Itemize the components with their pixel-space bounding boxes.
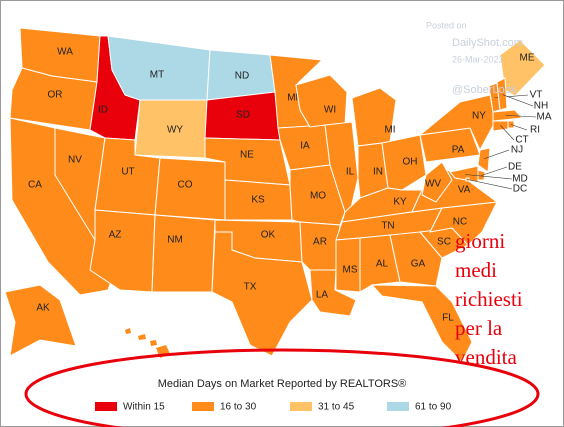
state-label: CT [515,135,528,146]
watermark: Posted on DailyShot.com 26-Mar-2021 @Sob… [426,20,523,96]
state-label: FL [442,313,454,324]
state-label: WY [167,125,183,136]
state-label: WV [425,179,441,190]
state-shape [421,161,453,203]
leader-line [483,149,510,160]
legend-label: Within 15 [123,402,165,413]
annotation-line: richiesti [455,287,523,311]
state-label: CO [178,180,193,191]
island [138,334,146,340]
states: WA OR CA NV ID MT WY UT AZ CO NM ND SD NE KS OK TX MN IA MO… [4,27,552,363]
state-label: NJ [511,145,523,156]
state-label: MD [512,174,528,185]
state-label: MS [343,265,358,276]
state-label: ME [520,53,535,64]
state-label: MI [384,125,395,136]
state-label: WI [324,105,336,116]
state-shape [151,214,216,293]
annotation: giorni medi richiesti per la vendita [455,229,523,369]
state-label: MT [150,70,164,81]
state-label: VT [530,90,543,101]
island [125,328,131,334]
legend-swatch [290,402,312,411]
state-label: KS [251,195,265,206]
state-label: LA [316,290,329,301]
state-shape [477,147,491,173]
state-label: ID [98,105,108,116]
state-label: TN [381,221,394,232]
state-label: VA [458,185,471,196]
legend-label: 61 to 90 [415,402,452,413]
leader-line [502,94,534,107]
state-label: DE [508,162,522,173]
annotation-line: per la [455,316,503,340]
state-label: AZ [109,230,122,241]
state-label: KY [393,197,407,208]
state-label: IA [300,141,310,152]
state-shape [389,231,443,287]
legend: Within 15 16 to 30 31 to 45 61 to 90 [95,402,452,413]
state-label: PA [452,145,465,156]
state-label: AR [313,237,327,248]
island [150,340,157,346]
state-shape [4,284,77,357]
state-shape [335,237,361,293]
highlight-ellipse [24,348,540,427]
leader-line [505,114,537,118]
leader-line [510,124,528,131]
state-shape [477,169,486,181]
state-shape [381,134,427,191]
leader-line [481,166,508,176]
state-label: OH [403,157,418,168]
legend-title: Median Days on Market Reported by REALTO… [158,378,407,390]
state-label: UT [121,167,134,178]
legend-label: 16 to 30 [220,402,257,413]
state-label: TX [244,282,257,293]
state-label: SC [437,237,451,248]
state-label: WA [57,47,73,58]
site: DailyShot.com [452,37,523,49]
state-label: AL [376,259,389,270]
annotation-line: giorni [455,229,505,253]
legend-label: 31 to 45 [318,402,355,413]
leader-line [467,179,513,190]
legend-swatch [95,402,117,411]
state-label: MN [287,93,303,104]
state-label: AK [36,303,50,314]
state-label: IN [373,167,383,178]
state-label: NE [240,150,254,161]
state-label: OK [261,230,276,241]
state-shape [211,231,313,357]
state-label: NY [472,111,486,122]
state-label: NH [534,101,548,112]
handle: @SoberLook [452,84,517,96]
state-shape [492,120,509,132]
state-label: MA [537,112,552,123]
leader-line [465,174,513,180]
state-label: MO [310,191,326,202]
state-label: CA [28,180,42,191]
legend-swatch [387,402,409,411]
annotation-line: medi [455,258,497,282]
state-shape [496,77,508,111]
state-label: RI [530,125,540,136]
legend-swatch [192,402,214,411]
state-label: ND [235,71,249,82]
leader-line [500,125,515,141]
state-label: DC [513,184,527,195]
state-label: GA [411,259,426,270]
state-label: IL [346,167,355,178]
state-shape [351,87,397,147]
state-label: NC [453,217,467,228]
state-label: SD [236,110,250,121]
date: 26-Mar-2021 [452,54,504,64]
posted: Posted on [426,20,467,30]
state-shape [359,234,401,293]
state-label: OR [48,90,63,101]
annotation-line: vendita [455,345,517,369]
state-label: NM [167,235,183,246]
state-label: NV [68,155,82,166]
